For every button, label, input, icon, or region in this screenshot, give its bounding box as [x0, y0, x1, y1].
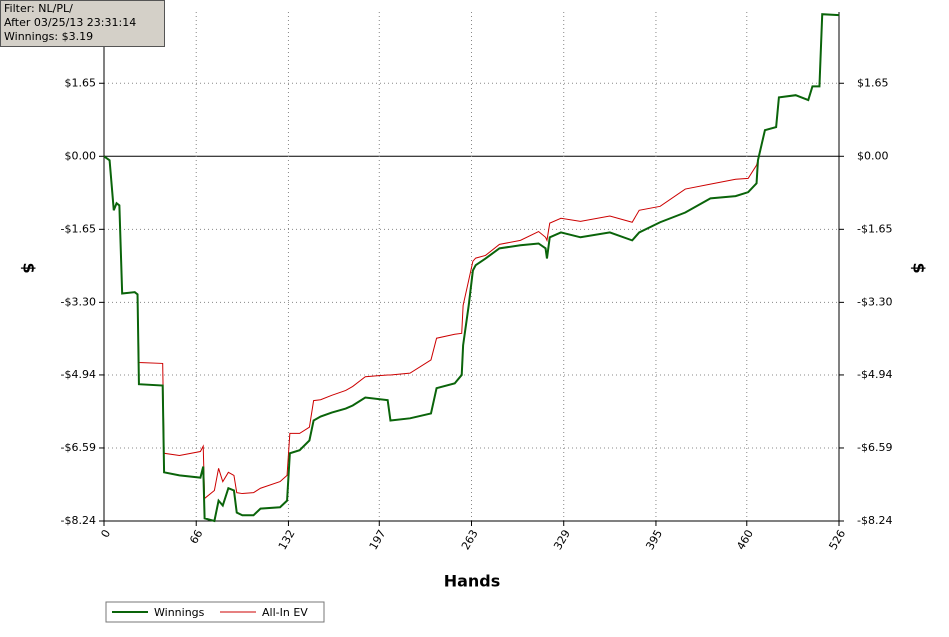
info-line: After 03/25/13 23:31:14 — [4, 16, 137, 29]
y2-tick-label: -$3.30 — [857, 295, 892, 308]
y2-tick-label: $0.00 — [857, 149, 889, 162]
info-line: Winnings: $3.19 — [4, 30, 94, 43]
x-tick-label: 329 — [551, 528, 573, 553]
legend-box — [105, 601, 325, 623]
y2-tick-label: -$8.24 — [857, 514, 892, 527]
y2-tick-label: -$4.94 — [857, 368, 892, 381]
info-line: Filter: NL/PL/ — [4, 2, 73, 15]
y2-tick-label: $1.65 — [857, 76, 889, 89]
x-tick-label: 197 — [367, 528, 389, 553]
x-tick-label: 132 — [276, 528, 298, 553]
y-tick-label: -$3.30 — [61, 295, 96, 308]
x-tick-label: 66 — [187, 528, 205, 547]
x-tick-label: 460 — [734, 528, 756, 553]
y-tick-label: -$8.24 — [61, 514, 96, 527]
y-tick-label: $1.65 — [65, 76, 97, 89]
info-box: Filter: NL/PL/ After 03/25/13 23:31:14 W… — [0, 0, 165, 47]
x-tick-label: 0 — [98, 528, 113, 541]
x-axis-label: Hands — [444, 572, 501, 591]
x-tick-label: 395 — [643, 528, 665, 553]
y-axis-label: $ — [20, 262, 39, 273]
y-tick-label: -$1.65 — [61, 222, 96, 235]
series-line — [103, 13, 840, 500]
x-tick-label: 263 — [459, 528, 481, 553]
y-tick-label: -$4.94 — [61, 368, 96, 381]
y2-tick-label: -$6.59 — [857, 441, 892, 454]
y2-axis-label: $ — [910, 262, 929, 273]
legend-label: All-In EV — [262, 606, 308, 619]
x-tick-label: 526 — [826, 528, 848, 553]
series-line — [103, 13, 840, 523]
legend-label: Winnings — [154, 606, 205, 619]
y-tick-label: $0.00 — [65, 149, 97, 162]
y-tick-label: -$6.59 — [61, 441, 96, 454]
y2-tick-label: -$1.65 — [857, 222, 892, 235]
